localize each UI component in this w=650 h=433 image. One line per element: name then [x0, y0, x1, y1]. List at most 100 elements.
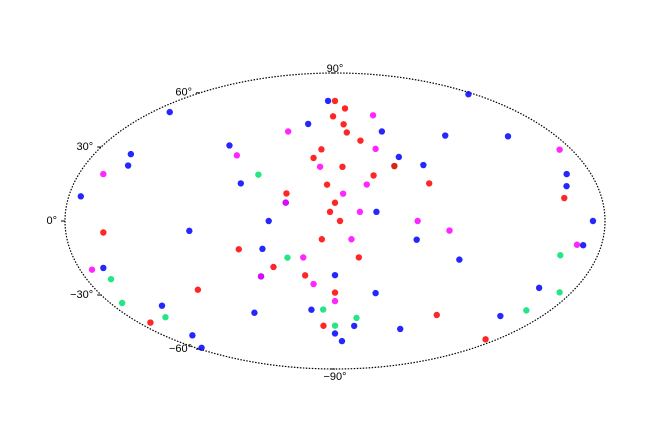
source-point [420, 161, 427, 169]
source-point [355, 254, 363, 261]
source-point [186, 227, 193, 235]
source-point [284, 128, 292, 135]
source-point [397, 325, 404, 333]
source-point [343, 129, 351, 136]
source-point [283, 190, 290, 197]
source-point [378, 128, 386, 135]
source-point [235, 246, 242, 253]
source-point [563, 182, 570, 190]
source-point [226, 142, 233, 149]
source-point [331, 199, 339, 206]
lat-label: −60° [169, 343, 192, 355]
source-point [107, 275, 115, 283]
source-point [556, 289, 563, 296]
source-point [482, 336, 489, 343]
source-point [198, 344, 205, 351]
source-point [251, 309, 258, 316]
source-point [350, 322, 358, 330]
source-point [282, 199, 289, 206]
source-point [320, 322, 327, 329]
source-point [329, 113, 337, 120]
source-point [310, 154, 317, 162]
source-point [301, 272, 309, 279]
source-point [118, 299, 126, 307]
source-point [237, 180, 245, 187]
source-point [308, 306, 315, 313]
source-point [370, 172, 377, 179]
source-point [442, 132, 449, 139]
source-point [265, 217, 272, 225]
source-point [147, 319, 154, 326]
source-point [579, 241, 587, 249]
source-point [326, 208, 334, 216]
source-point [324, 97, 332, 105]
source-point [166, 108, 173, 116]
source-point [127, 150, 135, 158]
source-point [233, 152, 241, 159]
source-point [316, 163, 324, 170]
lat-label: 0° [46, 215, 57, 227]
source-point [341, 105, 349, 112]
source-point [310, 280, 317, 288]
source-point [395, 153, 403, 161]
source-point [88, 266, 96, 273]
source-point [158, 302, 166, 309]
source-point [535, 284, 543, 292]
source-point [556, 146, 563, 153]
source-point [318, 236, 326, 243]
source-point [373, 208, 380, 216]
source-point [338, 337, 346, 345]
source-point [563, 170, 570, 178]
source-point [162, 314, 169, 321]
source-point [413, 236, 420, 243]
source-point [372, 145, 379, 153]
source-point [255, 171, 262, 178]
source-point [257, 273, 265, 280]
source-point [189, 332, 196, 339]
source-point [357, 137, 364, 144]
source-point [300, 254, 307, 261]
lat-label: −30° [70, 289, 93, 301]
source-point [331, 271, 339, 279]
source-point [319, 306, 327, 313]
source-point [318, 146, 325, 153]
source-point [77, 193, 84, 200]
source-point [331, 330, 339, 337]
source-point [433, 311, 440, 319]
source-point [339, 163, 346, 171]
source-point [425, 180, 433, 187]
source-point [336, 217, 344, 225]
source-point [446, 227, 453, 234]
source-point [100, 229, 107, 236]
source-point [573, 241, 581, 248]
source-point [465, 91, 472, 98]
lat-label: 30° [77, 141, 94, 153]
source-point [259, 245, 266, 253]
source-point [348, 236, 355, 243]
source-point [331, 289, 339, 296]
source-point [331, 322, 339, 329]
lat-label: 90° [327, 63, 344, 75]
source-point [340, 121, 347, 128]
source-point [194, 286, 202, 293]
source-point [391, 162, 398, 170]
source-point [100, 170, 107, 178]
source-point [304, 120, 312, 128]
source-point [497, 312, 504, 320]
source-point [523, 307, 530, 314]
source-point [504, 133, 512, 140]
source-point [369, 112, 377, 119]
source-point [124, 162, 132, 169]
source-point [456, 256, 463, 263]
lat-label: 60° [175, 87, 192, 99]
source-point [557, 252, 564, 259]
source-point [561, 194, 568, 202]
lat-label: −90° [323, 371, 346, 383]
source-point [363, 181, 370, 188]
source-point [323, 181, 331, 188]
source-point [331, 297, 339, 305]
source-point [100, 264, 107, 272]
source-point [284, 254, 291, 261]
source-point [589, 217, 597, 225]
